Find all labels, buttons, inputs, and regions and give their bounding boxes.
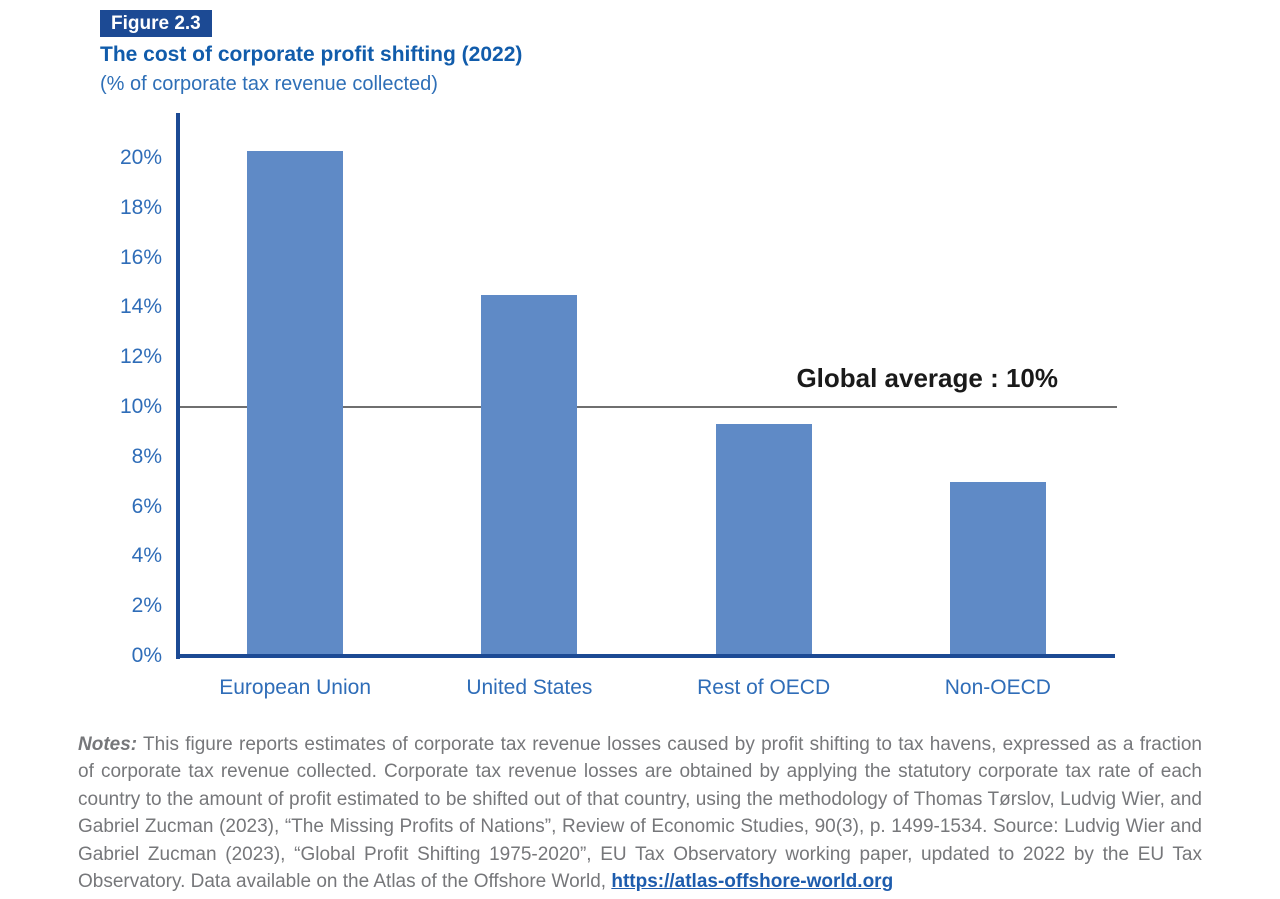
figure-label-badge: Figure 2.3 [100,10,212,37]
x-axis-line [176,654,1115,658]
global-average-label: Global average : 10% [796,363,1058,393]
bar-rest-of-oecd [715,424,812,656]
y-axis-line [176,113,180,659]
notes-paragraph: Notes: This figure reports estimates of … [78,731,1202,895]
y-tick-label-20: 20% [119,146,162,169]
y-tick-label-14: 14% [119,295,162,319]
bar-united-states [481,294,578,656]
y-tick-label-4: 4% [131,544,162,568]
y-tick-label-10: 10% [119,395,162,418]
category-label-european-union: European Union [219,676,372,699]
atlas-offshore-world-link[interactable]: https://atlas-offshore-world.org [611,871,894,893]
y-tick-label-8: 8% [131,444,162,468]
y-tick-label-18: 18% [119,195,162,219]
y-tick-label-0: 0% [131,644,162,667]
category-label-united-states: United States [466,676,593,699]
notes-body: This figure reports estimates of corpora… [78,734,1202,893]
y-tick-label-6: 6% [131,494,162,518]
y-tick-label-12: 12% [119,345,162,369]
category-label-non-oecd: Non-OECD [944,676,1051,699]
bar-european-union [247,150,344,656]
bar-non-oecd [949,481,1046,656]
y-tick-label-16: 16% [119,245,162,269]
figure-title: The cost of corporate profit shifting (2… [100,43,523,66]
category-label-rest-of-oecd: Rest of OECD [697,676,831,699]
figure-label: Figure 2.3 [111,12,201,34]
notes-label: Notes: [78,734,138,755]
figure-subtitle: (% of corporate tax revenue collected) [100,73,438,95]
y-tick-label-2: 2% [131,594,162,618]
global-average-line [178,406,1117,408]
